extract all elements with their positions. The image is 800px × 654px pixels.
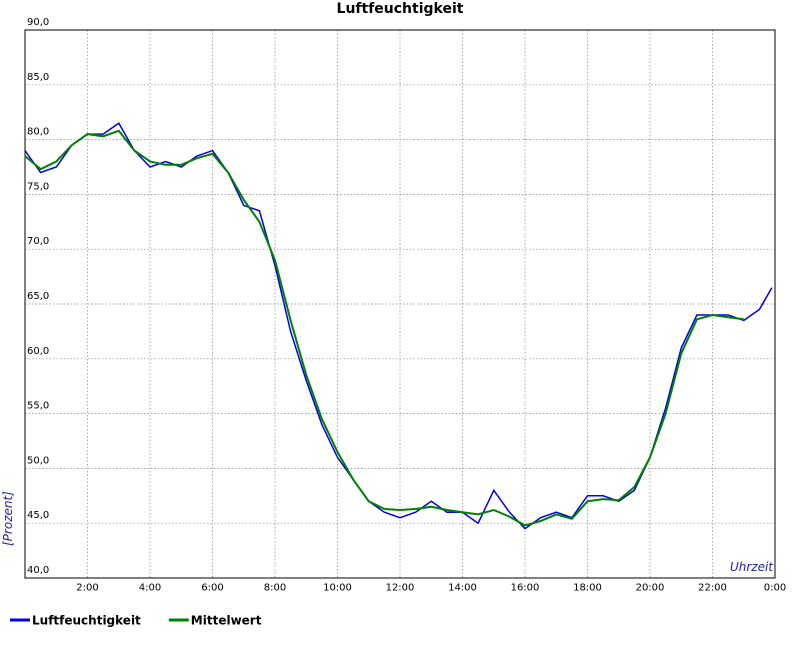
y-tick-label: 40,0 bbox=[27, 565, 49, 576]
y-tick-label: 55,0 bbox=[27, 401, 49, 412]
x-tick-label: 8:00 bbox=[264, 582, 286, 593]
x-tick-label: 14:00 bbox=[448, 582, 477, 593]
x-tick-label: 10:00 bbox=[323, 582, 352, 593]
x-tick-label: 20:00 bbox=[636, 582, 665, 593]
chart-title: Luftfeuchtigkeit bbox=[337, 1, 464, 17]
y-axis-label: [Prozent] bbox=[1, 491, 15, 546]
y-tick-label: 45,0 bbox=[27, 510, 49, 521]
y-tick-label: 65,0 bbox=[27, 291, 49, 302]
y-tick-label: 80,0 bbox=[27, 127, 49, 138]
y-tick-label: 50,0 bbox=[27, 455, 49, 466]
y-tick-label: 70,0 bbox=[27, 236, 49, 247]
x-tick-label: 4:00 bbox=[139, 582, 161, 593]
y-tick-label: 60,0 bbox=[27, 346, 49, 357]
x-tick-label: 6:00 bbox=[201, 582, 223, 593]
legend-label: Luftfeuchtigkeit bbox=[32, 614, 141, 628]
x-tick-label: 0:00 bbox=[764, 582, 786, 593]
x-tick-label: 18:00 bbox=[573, 582, 602, 593]
plot-frame bbox=[24, 29, 776, 579]
data-line bbox=[24, 129, 744, 527]
x-tick-label: 2:00 bbox=[76, 582, 98, 593]
legend-label: Mittelwert bbox=[191, 614, 262, 628]
x-tick-label: 12:00 bbox=[386, 582, 415, 593]
y-tick-label: 75,0 bbox=[27, 181, 49, 192]
y-tick-label: 90,0 bbox=[27, 17, 49, 28]
x-axis-label: Uhrzeit bbox=[730, 560, 774, 574]
x-tick-label: 16:00 bbox=[511, 582, 540, 593]
y-tick-label: 85,0 bbox=[27, 72, 49, 83]
data-line bbox=[24, 122, 773, 530]
x-tick-label: 22:00 bbox=[698, 582, 727, 593]
